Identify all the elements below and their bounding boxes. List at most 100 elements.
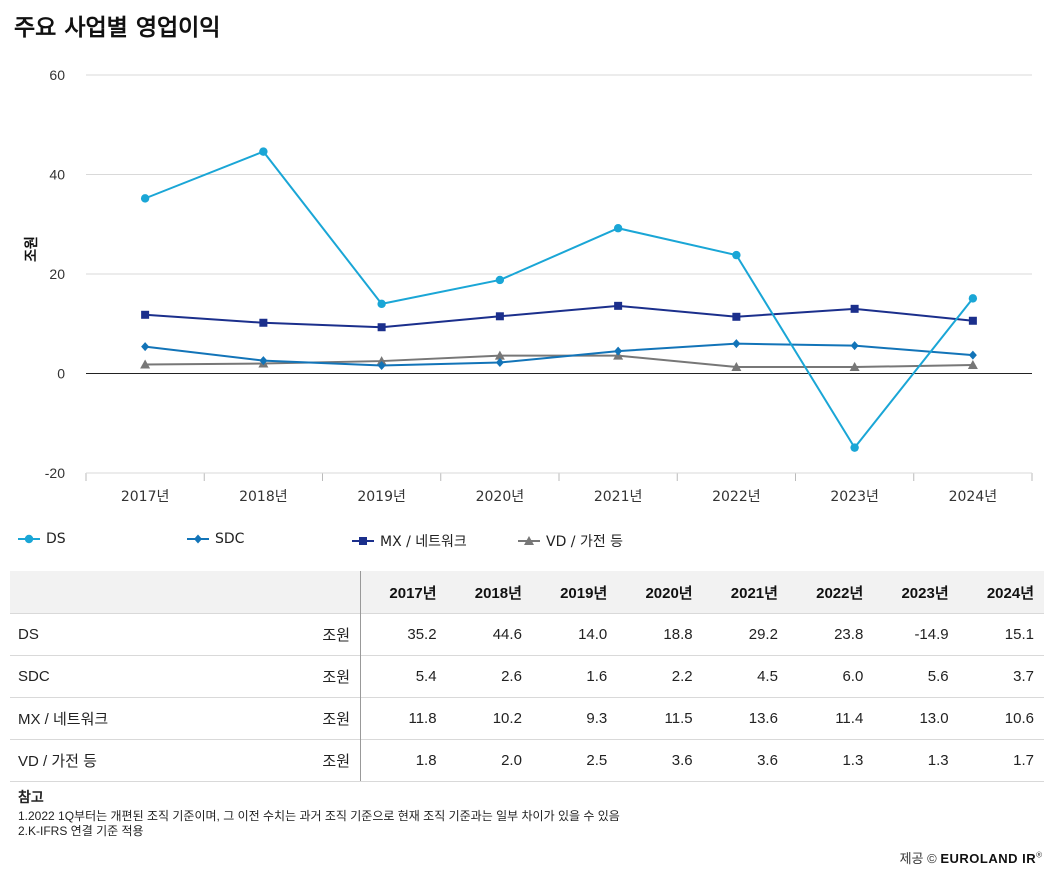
- table-header-cell: 2017년: [360, 571, 447, 614]
- table-cell: 14.0: [531, 613, 618, 656]
- table-cell: 11.8: [360, 697, 447, 740]
- data-point-sdc: [732, 339, 741, 349]
- data-point-ds: [613, 224, 623, 233]
- table-row: MX / 네트워크 조원 11.8 10.2 9.3 11.5 13.6 11.4 13.0 10…: [10, 697, 1044, 740]
- legend-label: MX / 네트워크: [380, 534, 467, 550]
- x-tick-label: 2020년: [476, 489, 525, 505]
- row-unit: 조원: [238, 697, 361, 740]
- data-point-vd: [140, 359, 151, 369]
- series-line-ds: [144, 150, 974, 450]
- data-point-sdc: [495, 358, 504, 368]
- row-unit: 조원: [238, 613, 361, 656]
- y-axis-label: 조원: [24, 236, 40, 262]
- table-cell: 3.6: [702, 739, 788, 782]
- y-tick-label: 60: [49, 67, 65, 83]
- table-cell: 15.1: [958, 613, 1044, 656]
- table-cell: 2.5: [531, 739, 618, 782]
- table-cell: 35.2: [360, 613, 447, 656]
- row-unit: 조원: [238, 655, 361, 698]
- data-point-mx: [495, 312, 504, 321]
- table-cell: 1.3: [787, 739, 874, 782]
- table-row: VD / 가전 등 조원 1.8 2.0 2.5 3.6 3.6 1.3 1.3 1.7: [10, 739, 1044, 782]
- legend-marker-icon: [518, 536, 540, 545]
- data-point-mx: [968, 316, 977, 325]
- table-cell: 18.8: [617, 613, 703, 656]
- table-cell: 13.0: [873, 697, 959, 740]
- table-cell: -14.9: [873, 613, 959, 656]
- notes: 참고 1.2022 1Q부터는 개편된 조직 기준이며, 그 이전 수치는 과거…: [18, 787, 620, 839]
- table-cell: 2.6: [446, 655, 532, 698]
- euroland-logo[interactable]: EUROLAND IR: [940, 851, 1037, 866]
- note-line-1: 1.2022 1Q부터는 개편된 조직 기준이며, 그 이전 수치는 과거 조직…: [18, 809, 620, 823]
- table-cell: 1.6: [531, 655, 618, 698]
- row-name: MX / 네트워크: [10, 697, 238, 740]
- legend-item: SDC: [187, 531, 244, 547]
- data-point-mx: [614, 301, 623, 310]
- table-header-cell: 2024년: [958, 571, 1044, 614]
- table-cell: 1.8: [360, 739, 447, 782]
- data-point-vd: [376, 356, 387, 366]
- data-point-ds: [850, 443, 859, 452]
- table-cell: 9.3: [531, 697, 618, 740]
- table-cell: 13.6: [702, 697, 788, 740]
- data-point-mx: [850, 304, 859, 313]
- table-cell: 11.4: [787, 697, 874, 740]
- x-tick-label: 2018년: [239, 489, 288, 505]
- chart-legend: DS SDC MX / 네트워크 VD / 가전 등: [0, 531, 1054, 553]
- note-line-2: 2.K-IFRS 연결 기준 적용: [18, 824, 144, 838]
- legend-item: DS: [18, 531, 66, 547]
- row-name: SDC: [10, 655, 238, 698]
- legend-item: MX / 네트워크: [352, 531, 467, 551]
- x-tick-label: 2019년: [357, 489, 406, 505]
- table-header-blank: [10, 571, 361, 614]
- row-name: VD / 가전 등: [10, 739, 238, 782]
- y-tick-label: 20: [49, 266, 65, 282]
- table-header-cell: 2023년: [873, 571, 959, 614]
- table-header-cell: 2018년: [446, 571, 532, 614]
- legend-item: VD / 가전 등: [518, 531, 623, 551]
- data-table: 2017년 2018년 2019년 2020년 2021년 2022년 2023년 2024년…: [10, 571, 1044, 782]
- table-cell: 29.2: [702, 613, 788, 656]
- data-point-vd: [494, 350, 505, 360]
- table-cell: 1.7: [958, 739, 1044, 782]
- data-point-mx: [732, 312, 741, 321]
- row-unit: 조원: [238, 739, 361, 782]
- legend-marker-icon: [18, 534, 40, 544]
- legend-label: SDC: [215, 531, 245, 547]
- table-header-row: 2017년 2018년 2019년 2020년 2021년 2022년 2023년 2024년: [10, 571, 1044, 614]
- table-cell: 3.7: [958, 655, 1044, 698]
- table-header-cell: 2022년: [787, 571, 874, 614]
- data-point-sdc: [377, 361, 386, 371]
- table-cell: 10.6: [958, 697, 1044, 740]
- x-tick-label: 2017년: [121, 489, 170, 505]
- table-cell: 5.6: [873, 655, 959, 698]
- notes-title: 참고: [18, 789, 44, 805]
- data-point-ds: [968, 294, 978, 303]
- row-name: DS: [10, 613, 238, 656]
- data-point-sdc: [850, 341, 859, 351]
- y-tick-label: 0: [57, 366, 65, 382]
- x-tick-label: 2023년: [830, 489, 879, 505]
- table-cell: 2.0: [446, 739, 532, 782]
- series-line-mx: [145, 304, 973, 329]
- legend-label: DS: [46, 531, 66, 547]
- data-point-sdc: [259, 356, 268, 366]
- legend-marker-icon: [187, 534, 209, 544]
- table-cell: 5.4: [360, 655, 447, 698]
- data-point-mx: [259, 318, 268, 327]
- table-cell: 1.3: [873, 739, 959, 782]
- data-point-ds: [377, 299, 386, 309]
- table-cell: 10.2: [446, 697, 532, 740]
- data-point-mx: [377, 323, 386, 332]
- table-cell: 3.6: [617, 739, 703, 782]
- data-point-vd: [967, 360, 978, 370]
- y-tick-label: -20: [45, 465, 65, 481]
- table-row: DS 조원 35.2 44.6 14.0 18.8 29.2 23.8 -14.9 15.1: [10, 613, 1044, 656]
- data-point-vd: [849, 362, 860, 372]
- credit: 제공 © EUROLAND IR®: [900, 848, 1042, 867]
- chart-title: 주요 사업별 영업이익: [14, 15, 221, 41]
- credit-prefix: 제공 ©: [899, 851, 937, 866]
- table-cell: 4.5: [702, 655, 788, 698]
- data-point-ds: [732, 250, 741, 260]
- table-header-cell: 2019년: [531, 571, 618, 614]
